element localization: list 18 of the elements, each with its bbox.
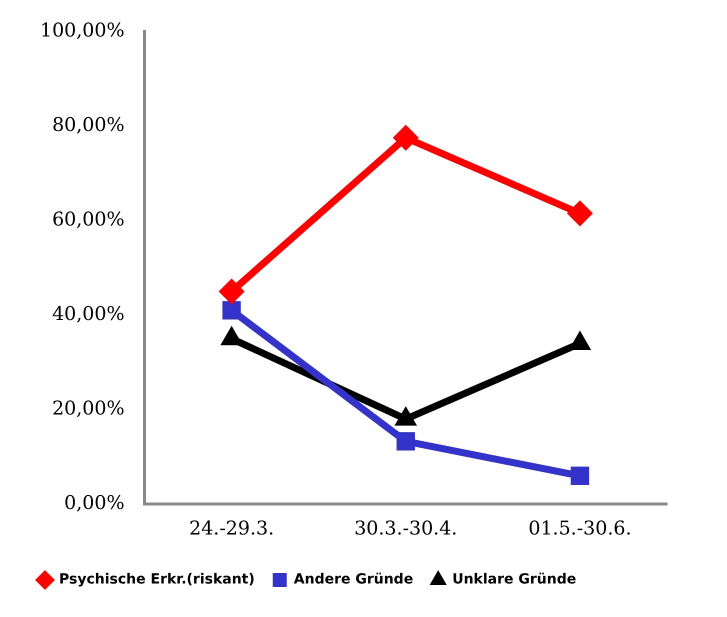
x-tick-label: 24.-29.3. (189, 518, 274, 540)
y-tick-label: 80,00% (52, 114, 125, 136)
x-tick-label: 01.5.-30.6. (528, 518, 632, 540)
y-tick-label: 40,00% (52, 303, 125, 326)
legend-label: Andere Gründe (294, 572, 414, 588)
legend-label: Unklare Gründe (452, 572, 576, 588)
point (218, 278, 245, 304)
y-tick-label: 60,00% (52, 208, 125, 230)
legend-label: Psychische Erkr.(riskant) (59, 572, 255, 588)
y-tick-label: 20,00% (52, 398, 125, 420)
point (222, 301, 241, 320)
y-tick-label: 0,00% (64, 492, 125, 514)
point (570, 466, 590, 486)
point (566, 200, 593, 226)
y-tick-label: 100,00% (40, 19, 125, 42)
x-tick-label: 30.3.-30.4. (354, 518, 458, 540)
point (392, 124, 419, 151)
point (396, 432, 415, 451)
